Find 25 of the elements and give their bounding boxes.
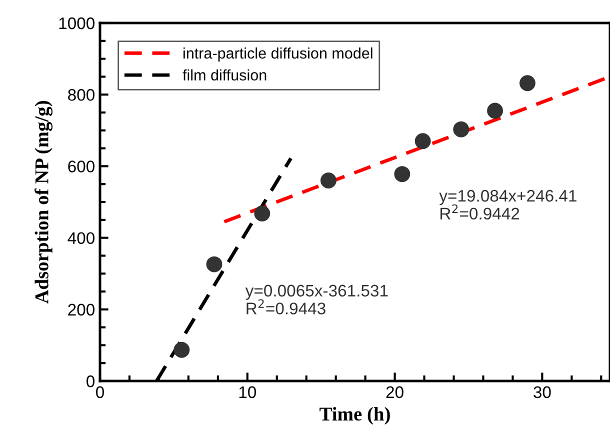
legend-label: film diffusion <box>182 69 266 81</box>
x-tick-label: 0 <box>96 386 104 398</box>
x-axis-title: Time (h) <box>320 406 390 425</box>
point <box>453 121 470 138</box>
point <box>394 166 410 182</box>
point <box>487 102 504 119</box>
y-tick-label: 400 <box>68 232 94 244</box>
x-tick-label: 10 <box>239 386 256 398</box>
point <box>174 342 190 358</box>
y-tick-label: 600 <box>68 160 94 172</box>
y-tick-label: 1000 <box>59 17 94 30</box>
x-tick-label: 30 <box>534 386 551 398</box>
point <box>320 172 336 188</box>
legend-label: intra-particle diffusion model <box>184 47 372 62</box>
y-tick-label: 800 <box>68 89 94 101</box>
y-tick-label: 200 <box>68 304 94 316</box>
point <box>254 205 270 222</box>
x-tick-label: 20 <box>386 386 404 398</box>
annotation: y=0.0065x-361.531 R$^{2}$=0.9443 <box>245 284 388 314</box>
y-tick-label: 0 <box>86 375 94 388</box>
point <box>414 133 431 150</box>
point <box>206 256 222 272</box>
y-axis-title: Adsorption of NP (mg/g) <box>34 101 53 304</box>
annotation: y=19.084x+246.41 R$^{2}$=0.9442 <box>439 190 576 220</box>
point <box>519 75 536 92</box>
